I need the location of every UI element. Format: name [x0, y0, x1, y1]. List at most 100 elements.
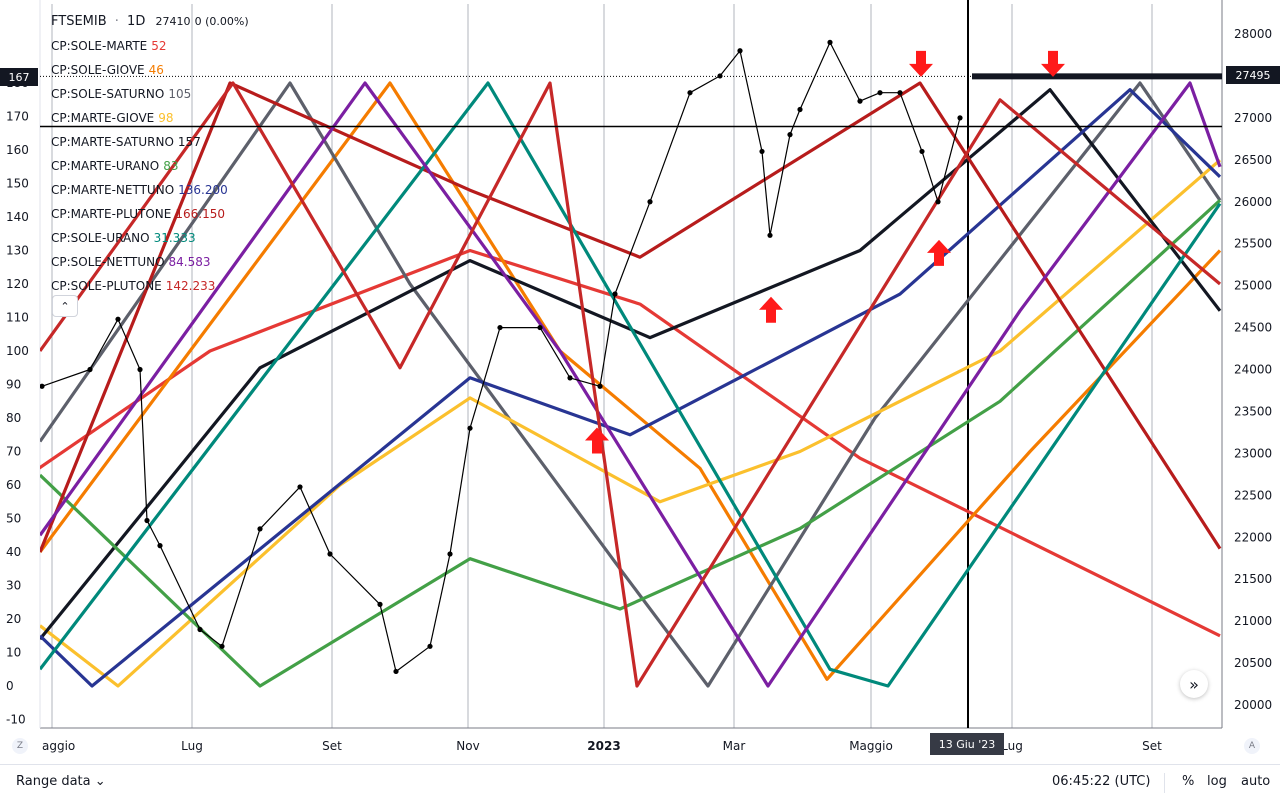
- price-point: [919, 148, 925, 155]
- legend-item[interactable]: CP:MARTE-URANO 83: [51, 154, 249, 178]
- price-point: [897, 90, 903, 96]
- left-tick-label: 160: [6, 143, 29, 157]
- right-tick-label: 25500: [1234, 237, 1272, 251]
- price-point: [759, 148, 765, 155]
- legend-item[interactable]: CP:MARTE-PLUTONE 166.150: [51, 202, 249, 226]
- auto-scale-button[interactable]: A: [1244, 738, 1260, 754]
- price-point: [257, 526, 263, 532]
- legend-item-value: 83: [163, 159, 179, 173]
- price-point: [737, 48, 743, 54]
- right-tick-label: 24500: [1234, 321, 1272, 335]
- series-line-cp-sole-giove: [40, 81, 1222, 681]
- legend-item[interactable]: CP:MARTE-NETTUNO 136.200: [51, 178, 249, 202]
- time-axis[interactable]: aggio Lug Set Nov 2023 Mar Maggio Lug Set: [42, 739, 1162, 753]
- left-tick-label: 0: [6, 679, 14, 693]
- double-chevron-right-icon[interactable]: »: [1180, 670, 1208, 698]
- legend-item-value: 98: [158, 111, 174, 125]
- left-tick-label: 60: [6, 478, 21, 492]
- price-point: [597, 383, 603, 389]
- time-tick-label: 2023: [587, 739, 620, 753]
- last-price: 27410: [155, 15, 191, 28]
- series-line-cp-marte-nettuno: [40, 88, 1222, 688]
- clock[interactable]: 06:45:22 (UTC): [1052, 774, 1151, 789]
- legend-item-value: 166.150: [175, 207, 225, 221]
- legend-item-label: CP:MARTE-GIOVE: [51, 111, 155, 125]
- interval[interactable]: 1D: [127, 14, 146, 29]
- series-line-cp-marte-giove: [40, 158, 1222, 688]
- series-line-cp-marte-saturno: [40, 88, 1222, 641]
- left-tick-label: 10: [6, 646, 21, 660]
- legend-item-label: CP:SOLE-GIOVE: [51, 63, 145, 77]
- right-tick-label: 20000: [1234, 698, 1272, 712]
- time-tick-label: aggio: [42, 739, 75, 753]
- price-point: [115, 316, 121, 322]
- log-toggle[interactable]: log: [1207, 774, 1227, 789]
- series-line-cp-sole-marte: [40, 248, 1221, 638]
- symbol-name[interactable]: FTSEMIB: [51, 14, 107, 29]
- left-tick-label: 50: [6, 512, 21, 526]
- right-tick-label: 23500: [1234, 404, 1272, 418]
- right-tick-label: 22000: [1234, 530, 1272, 544]
- price-point: [857, 98, 863, 104]
- price-point: [393, 668, 399, 675]
- chevron-up-icon[interactable]: ⌃: [52, 295, 78, 317]
- right-tick-label: 21000: [1234, 614, 1272, 628]
- left-tick-label: 80: [6, 411, 21, 425]
- divider: [1164, 773, 1165, 793]
- legend-item[interactable]: CP:MARTE-GIOVE 98: [51, 106, 249, 130]
- right-tick-label: 20500: [1234, 656, 1272, 670]
- legend-item-value: 105: [168, 87, 192, 101]
- left-tick-label: -10: [6, 713, 26, 727]
- legend-item[interactable]: CP:SOLE-URANO 31.333: [51, 226, 249, 250]
- legend-item-label: CP:MARTE-NETTUNO: [51, 183, 175, 197]
- legend-item-label: CP:SOLE-SATURNO: [51, 87, 165, 101]
- price-point: [877, 90, 883, 96]
- arrow-up-marker: [927, 239, 951, 266]
- chevron-down-icon: ⌄: [94, 774, 106, 789]
- legend-item[interactable]: CP:SOLE-MARTE 52: [51, 34, 249, 58]
- legend-item[interactable]: CP:SOLE-PLUTONE 142.233: [51, 274, 249, 298]
- right-axis[interactable]: 2800027500270002650026000255002500024500…: [1234, 27, 1272, 712]
- price-point: [197, 626, 203, 633]
- legend-item-value: 31.333: [153, 231, 196, 245]
- price-point: [827, 39, 833, 45]
- left-tick-label: 130: [6, 244, 29, 258]
- price-point: [137, 366, 143, 373]
- time-tick-label: Maggio: [849, 739, 893, 753]
- footer-bar: Range data ⌄ 06:45:22 (UTC) % log auto: [0, 764, 1280, 801]
- time-tick-label: Set: [322, 739, 342, 753]
- price-point: [497, 324, 503, 331]
- series-line-cp-sole-plutone: [40, 81, 1222, 688]
- right-tick-label: 28000: [1234, 27, 1272, 41]
- right-tick-label: 27000: [1234, 111, 1272, 125]
- right-tick-label: 21500: [1234, 572, 1272, 586]
- left-tick-label: 140: [6, 210, 29, 224]
- series-line-ftsemib: [41, 41, 961, 673]
- arrow-up-marker: [759, 296, 783, 323]
- price-point: [157, 543, 163, 549]
- right-tick-label: 26500: [1234, 153, 1272, 167]
- chart-canvas[interactable]: 1801701601501401301201101009080706050403…: [0, 0, 1280, 764]
- left-tick-label: 40: [6, 545, 21, 559]
- legend-item[interactable]: CP:MARTE-SATURNO 157: [51, 130, 249, 154]
- legend-item-label: CP:SOLE-MARTE: [51, 39, 148, 53]
- zoom-reset-button[interactable]: Z: [12, 738, 28, 754]
- series-line-cp-sole-nettuno: [40, 81, 1222, 688]
- price-point: [687, 90, 693, 96]
- percent-toggle[interactable]: %: [1182, 774, 1195, 789]
- price-point: [537, 324, 543, 331]
- auto-toggle[interactable]: auto: [1241, 774, 1271, 789]
- legend-item[interactable]: CP:SOLE-GIOVE 46: [51, 58, 249, 82]
- legend-item[interactable]: CP:SOLE-SATURNO 105: [51, 82, 249, 106]
- price-point: [612, 291, 618, 297]
- left-tick-label: 20: [6, 612, 21, 626]
- right-tick-label: 26000: [1234, 195, 1272, 209]
- legend-item[interactable]: CP:SOLE-NETTUNO 84.583: [51, 250, 249, 274]
- price-point: [717, 73, 723, 79]
- range-data-button[interactable]: Range data ⌄: [16, 774, 106, 789]
- left-axis[interactable]: 1801701601501401301201101009080706050403…: [6, 76, 29, 727]
- right-tick-label: 24000: [1234, 363, 1272, 377]
- time-tick-label: Lug: [181, 739, 203, 753]
- legend-item-label: CP:MARTE-SATURNO: [51, 135, 174, 149]
- series-line-cp-sole-urano: [40, 81, 1222, 688]
